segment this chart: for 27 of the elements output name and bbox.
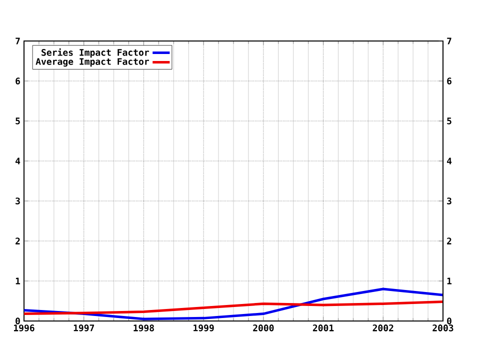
y2-tick-label: 3: [447, 198, 452, 204]
y2-tick-label: 0: [447, 318, 452, 324]
y2-tick-label: 1: [447, 278, 452, 284]
y-tick-label: 4: [16, 158, 20, 164]
line-series: [24, 288, 443, 320]
legend-label: Series Impact Factor: [42, 48, 150, 58]
y-tick-label: 0: [16, 318, 20, 324]
y2-tick-label: 6: [447, 78, 452, 84]
legend-label: Average Impact Factor: [36, 58, 150, 67]
y2-tick-label: 7: [447, 38, 452, 44]
y-tick-label: 7: [16, 38, 20, 44]
y-tick-label: 3: [16, 198, 20, 204]
y2-tick-label: 4: [446, 158, 452, 164]
x-tick-label: 1998: [134, 324, 154, 332]
x-tick-label: 2003: [432, 324, 454, 332]
x-tick-label: 2001: [312, 324, 334, 332]
x-tick-label: 1997: [74, 324, 94, 332]
y2-tick-label: 5: [447, 118, 452, 124]
y2-tick-label: 2: [447, 238, 452, 244]
x-tick-label: 2000: [253, 324, 274, 332]
y-tick-label: 5: [16, 118, 20, 124]
x-tick-label: 2002: [372, 324, 394, 332]
y-tick-label: 1: [16, 278, 20, 284]
x-tick-label: 1996: [14, 324, 34, 332]
x-tick-label: 1999: [194, 324, 214, 332]
y-tick-label: 2: [16, 238, 20, 244]
y-tick-label: 6: [16, 78, 20, 84]
